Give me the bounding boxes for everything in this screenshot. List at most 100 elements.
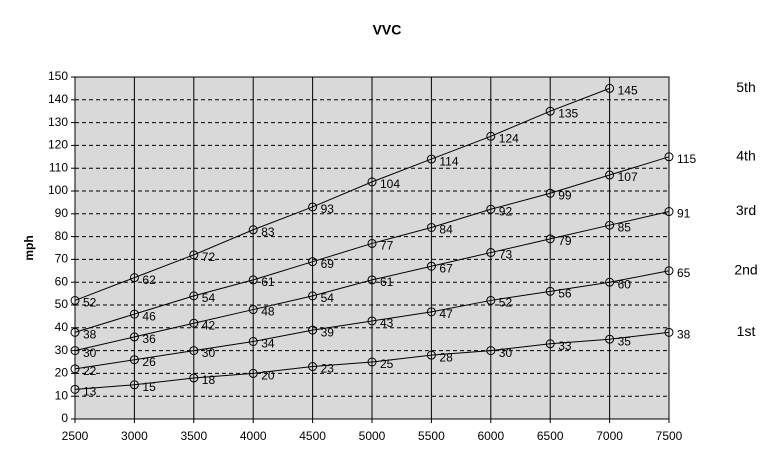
point-marker	[367, 275, 377, 285]
point-marker	[545, 234, 555, 244]
point-marker	[70, 364, 80, 374]
x-tick-label: 2500	[62, 429, 89, 443]
data-label: 25	[380, 357, 394, 371]
point-marker	[248, 275, 258, 285]
y-tick-label: 150	[48, 69, 68, 83]
point-marker	[189, 346, 199, 356]
data-label: 104	[380, 177, 400, 191]
point-marker	[70, 384, 80, 394]
data-label: 54	[321, 291, 335, 305]
data-label: 47	[439, 307, 453, 321]
point-marker	[545, 286, 555, 296]
y-tick-label: 120	[48, 138, 68, 152]
point-marker	[70, 346, 80, 356]
data-label: 23	[321, 362, 335, 376]
x-tick-label: 7500	[656, 429, 683, 443]
x-tick-label: 4500	[299, 429, 326, 443]
series-line	[74, 270, 670, 370]
point-marker	[70, 327, 80, 337]
point-marker	[129, 273, 139, 283]
data-label: 52	[83, 296, 97, 310]
y-tick-label: 140	[48, 92, 68, 106]
x-tick-label: 3500	[180, 429, 207, 443]
data-label: 145	[618, 84, 638, 98]
point-marker	[426, 350, 436, 360]
series-line	[74, 331, 670, 390]
data-label: 33	[558, 339, 572, 353]
data-label: 99	[558, 188, 572, 202]
data-label: 38	[83, 328, 97, 342]
point-marker	[605, 277, 615, 287]
data-label: 65	[677, 266, 691, 280]
point-marker	[248, 305, 258, 315]
point-marker	[486, 131, 496, 141]
data-label: 114	[439, 154, 458, 168]
data-label: 20	[261, 369, 275, 383]
y-tick-label: 80	[55, 229, 69, 243]
data-label: 30	[202, 346, 216, 360]
point-marker	[308, 257, 318, 267]
data-label: 52	[499, 296, 513, 310]
data-label: 30	[83, 346, 97, 360]
y-tick-label: 110	[49, 160, 68, 174]
point-marker	[248, 225, 258, 235]
data-label: 22	[83, 364, 97, 378]
x-tick-label: 6500	[537, 429, 564, 443]
data-label: 38	[677, 328, 691, 342]
y-tick-label: 20	[55, 366, 69, 380]
point-marker	[308, 291, 318, 301]
x-tick-label: 4000	[240, 429, 267, 443]
data-label: 46	[142, 309, 156, 323]
x-tick-label: 3000	[121, 429, 148, 443]
data-label: 61	[380, 275, 394, 289]
data-label: 107	[618, 170, 638, 184]
y-tick-label: 40	[55, 320, 69, 334]
data-label: 28	[439, 350, 453, 364]
point-marker	[367, 238, 377, 248]
data-label: 42	[202, 318, 216, 332]
data-label: 67	[439, 261, 453, 275]
point-marker	[248, 368, 258, 378]
x-tick-label: 6000	[477, 429, 504, 443]
point-marker	[545, 339, 555, 349]
series-label: 4th	[736, 148, 755, 164]
data-label: 30	[499, 346, 513, 360]
point-marker	[664, 266, 674, 276]
data-label: 77	[380, 239, 394, 253]
data-label: 91	[677, 207, 691, 221]
point-marker	[189, 250, 199, 260]
point-marker	[189, 373, 199, 383]
point-marker	[189, 291, 199, 301]
series-label: 2nd	[734, 262, 757, 278]
data-label: 72	[202, 250, 216, 264]
data-label: 62	[142, 273, 156, 287]
y-tick-label: 70	[55, 252, 69, 266]
point-marker	[664, 327, 674, 337]
data-label: 79	[558, 234, 572, 248]
y-tick-label: 90	[55, 206, 69, 220]
point-marker	[605, 170, 615, 180]
point-marker	[367, 357, 377, 367]
point-marker	[308, 325, 318, 335]
data-label: 83	[261, 225, 275, 239]
x-tick-label: 5500	[418, 429, 445, 443]
series-line	[74, 87, 610, 301]
point-marker	[664, 207, 674, 217]
data-label: 35	[618, 334, 632, 348]
data-label: 115	[677, 152, 696, 166]
data-label: 18	[202, 373, 216, 387]
data-label: 56	[558, 286, 572, 300]
data-label: 54	[202, 291, 216, 305]
point-marker	[426, 261, 436, 271]
data-label: 48	[261, 305, 275, 319]
data-label: 61	[261, 275, 275, 289]
point-marker	[545, 188, 555, 198]
point-marker	[664, 152, 674, 162]
y-tick-label: 100	[48, 183, 68, 197]
series-label: 5th	[736, 79, 755, 95]
point-marker	[129, 380, 139, 390]
point-marker	[70, 295, 80, 305]
point-marker	[129, 355, 139, 365]
series-label: 1st	[737, 323, 756, 339]
